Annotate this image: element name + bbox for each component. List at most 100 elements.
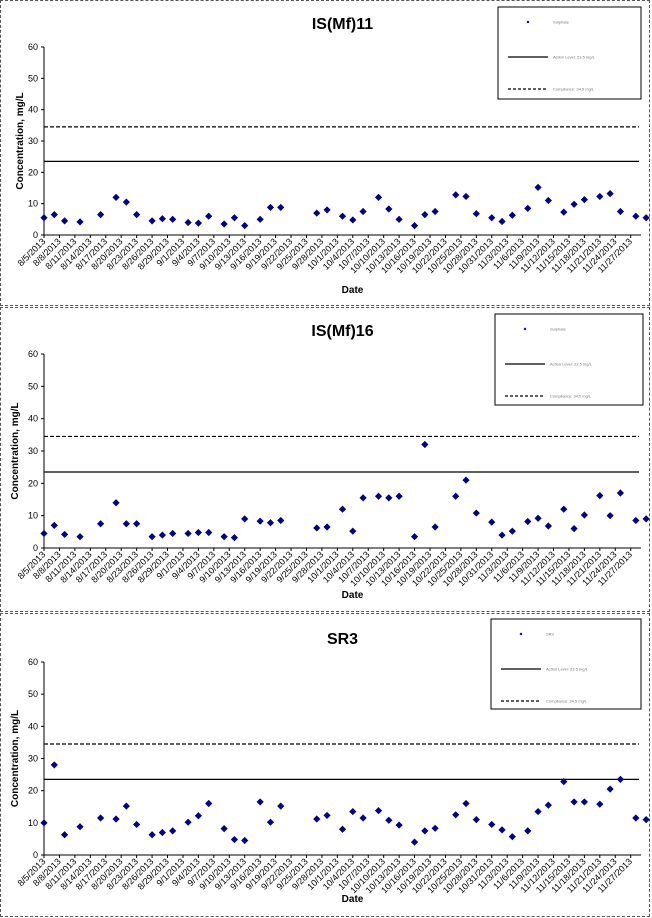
chart-2-data-point xyxy=(498,531,506,539)
chart-3-data-point xyxy=(230,835,239,844)
chart-2-legend-box xyxy=(494,313,644,406)
chart-3-data-point xyxy=(76,823,84,831)
chart-1-x-axis-label: Date xyxy=(342,285,364,296)
chart-3-data-point xyxy=(266,818,275,826)
chart-3-data-point xyxy=(97,814,105,822)
chart-1-y-tick-label: 50 xyxy=(28,73,38,83)
chart-3-y-tick-label: 50 xyxy=(28,689,38,699)
chart-1-data-point xyxy=(524,204,532,212)
chart-3-data-point xyxy=(220,825,228,833)
chart-3-data-point xyxy=(508,833,516,841)
chart-1-legend-label: Sulphate xyxy=(553,20,570,25)
chart-1-data-point xyxy=(112,193,120,201)
chart-3-data-point xyxy=(642,816,650,824)
chart-1-y-tick-label: 60 xyxy=(28,42,38,52)
chart-2-legend-label: Sulphate xyxy=(550,327,567,332)
chart-3-data-point xyxy=(40,819,48,827)
chart-3-data-point xyxy=(50,761,58,769)
chart-3-x-axis-label: Date xyxy=(342,894,364,905)
chart-1-data-point xyxy=(256,215,264,223)
chart-2-data-point xyxy=(266,519,275,527)
chart-2-data-point xyxy=(359,494,367,502)
chart-1-data-point xyxy=(431,207,439,216)
chart-1-data-point xyxy=(616,207,625,216)
chart-2-data-point xyxy=(323,523,331,531)
chart-2-y-tick-label: 30 xyxy=(28,446,38,456)
chart-1-data-point xyxy=(266,203,275,212)
chart-2-legend-marker xyxy=(523,327,527,331)
chart-panel-3: SR3 Concentration, mg/L Date 0 10 20 30 40 50 60 8… xyxy=(0,613,650,917)
chart-1-data-point xyxy=(40,214,48,222)
chart-1-data-point xyxy=(508,211,516,219)
chart-3-legend-box xyxy=(490,618,642,710)
chart-1-data-point xyxy=(133,211,141,219)
chart-2-data-point xyxy=(148,533,156,541)
chart-2-data-point xyxy=(277,516,285,525)
chart-1-data-point xyxy=(220,220,228,228)
chart-3-data-point xyxy=(323,811,331,820)
chart-1-data-point xyxy=(76,218,84,226)
chart-3-data-point xyxy=(256,798,264,806)
chart-1-data-point xyxy=(488,214,496,222)
chart-1-data-point xyxy=(60,217,69,225)
chart-2-y-axis-label: Concentration, mg/L xyxy=(10,402,21,499)
chart-3-data-point xyxy=(158,828,166,837)
chart-2-legend-label: Compliance: 34.5 mg/L xyxy=(550,394,592,399)
chart-3-data-point xyxy=(169,827,177,835)
chart-2-data-point xyxy=(205,528,213,537)
chart-2-y-tick-label: 50 xyxy=(28,381,38,391)
chart-3-y-axis-label: Concentration, mg/L xyxy=(10,710,21,807)
chart-3-data-point xyxy=(544,801,552,809)
chart-1-data-point xyxy=(421,211,429,219)
chart-2-data-point xyxy=(421,440,429,449)
chart-1-legend-marker xyxy=(526,20,530,24)
chart-2-data-point xyxy=(256,517,264,525)
chart-2-data-point xyxy=(241,515,249,523)
chart-2-svg: IS(Mf)16 Concentration, mg/L Date 0 10 20 30 40… xyxy=(10,313,650,601)
chart-3-data-point xyxy=(570,798,578,806)
chart-3-y-tick-label: 40 xyxy=(28,721,38,731)
chart-2-data-point xyxy=(596,492,604,500)
chart-2-data-point xyxy=(60,530,69,539)
chart-2-data-point xyxy=(112,499,120,507)
chart-2-data-point xyxy=(642,515,650,523)
chart-2-data-point xyxy=(184,529,192,538)
chart-1-data-point xyxy=(472,210,480,218)
chart-1-data-point xyxy=(632,212,640,220)
chart-1-data-point xyxy=(452,191,460,199)
chart-3-data-point xyxy=(349,807,357,816)
chart-3-data-point xyxy=(184,818,192,826)
chart-1-y-tick-label: 0 xyxy=(33,230,38,240)
chart-1-data-point xyxy=(580,195,588,204)
chart-3-data-point xyxy=(359,814,367,822)
chart-1-legend-box xyxy=(497,6,642,100)
chart-1-y-tick-label: 40 xyxy=(28,105,38,115)
chart-3-data-point xyxy=(241,836,249,845)
chart-3-data-point xyxy=(385,816,393,824)
chart-1-data-point xyxy=(148,217,156,225)
chart-panel-2: IS(Mf)16 Concentration, mg/L Date 0 10 20 30 40… xyxy=(0,307,650,612)
chart-3-data-point xyxy=(133,820,141,829)
chart-2-data-point xyxy=(560,505,568,513)
chart-2-data-point xyxy=(194,528,202,537)
chart-2-data-point xyxy=(606,512,614,520)
chart-1-data-point xyxy=(498,217,506,226)
chart-2-data-point xyxy=(220,533,228,541)
chart-2-y-tick-label: 40 xyxy=(28,414,38,424)
chart-1-data-point xyxy=(534,183,542,191)
chart-3-data-point xyxy=(112,815,120,823)
chart-2-y-tick-label: 0 xyxy=(33,543,38,553)
chart-2-data-point xyxy=(524,517,532,526)
chart-2-data-point xyxy=(544,522,552,530)
chart-1-data-point xyxy=(395,215,403,223)
chart-2-data-point xyxy=(349,527,357,535)
chart-1-data-point xyxy=(97,211,105,219)
chart-3-data-point xyxy=(148,831,156,839)
chart-3-data-point xyxy=(632,814,640,822)
chart-3-y-tick-label: 60 xyxy=(28,657,38,667)
chart-1-y-tick-label: 20 xyxy=(28,167,38,177)
chart-3-data-point xyxy=(472,816,480,824)
chart-2-data-point xyxy=(395,492,403,500)
chart-1-data-point xyxy=(374,193,383,201)
